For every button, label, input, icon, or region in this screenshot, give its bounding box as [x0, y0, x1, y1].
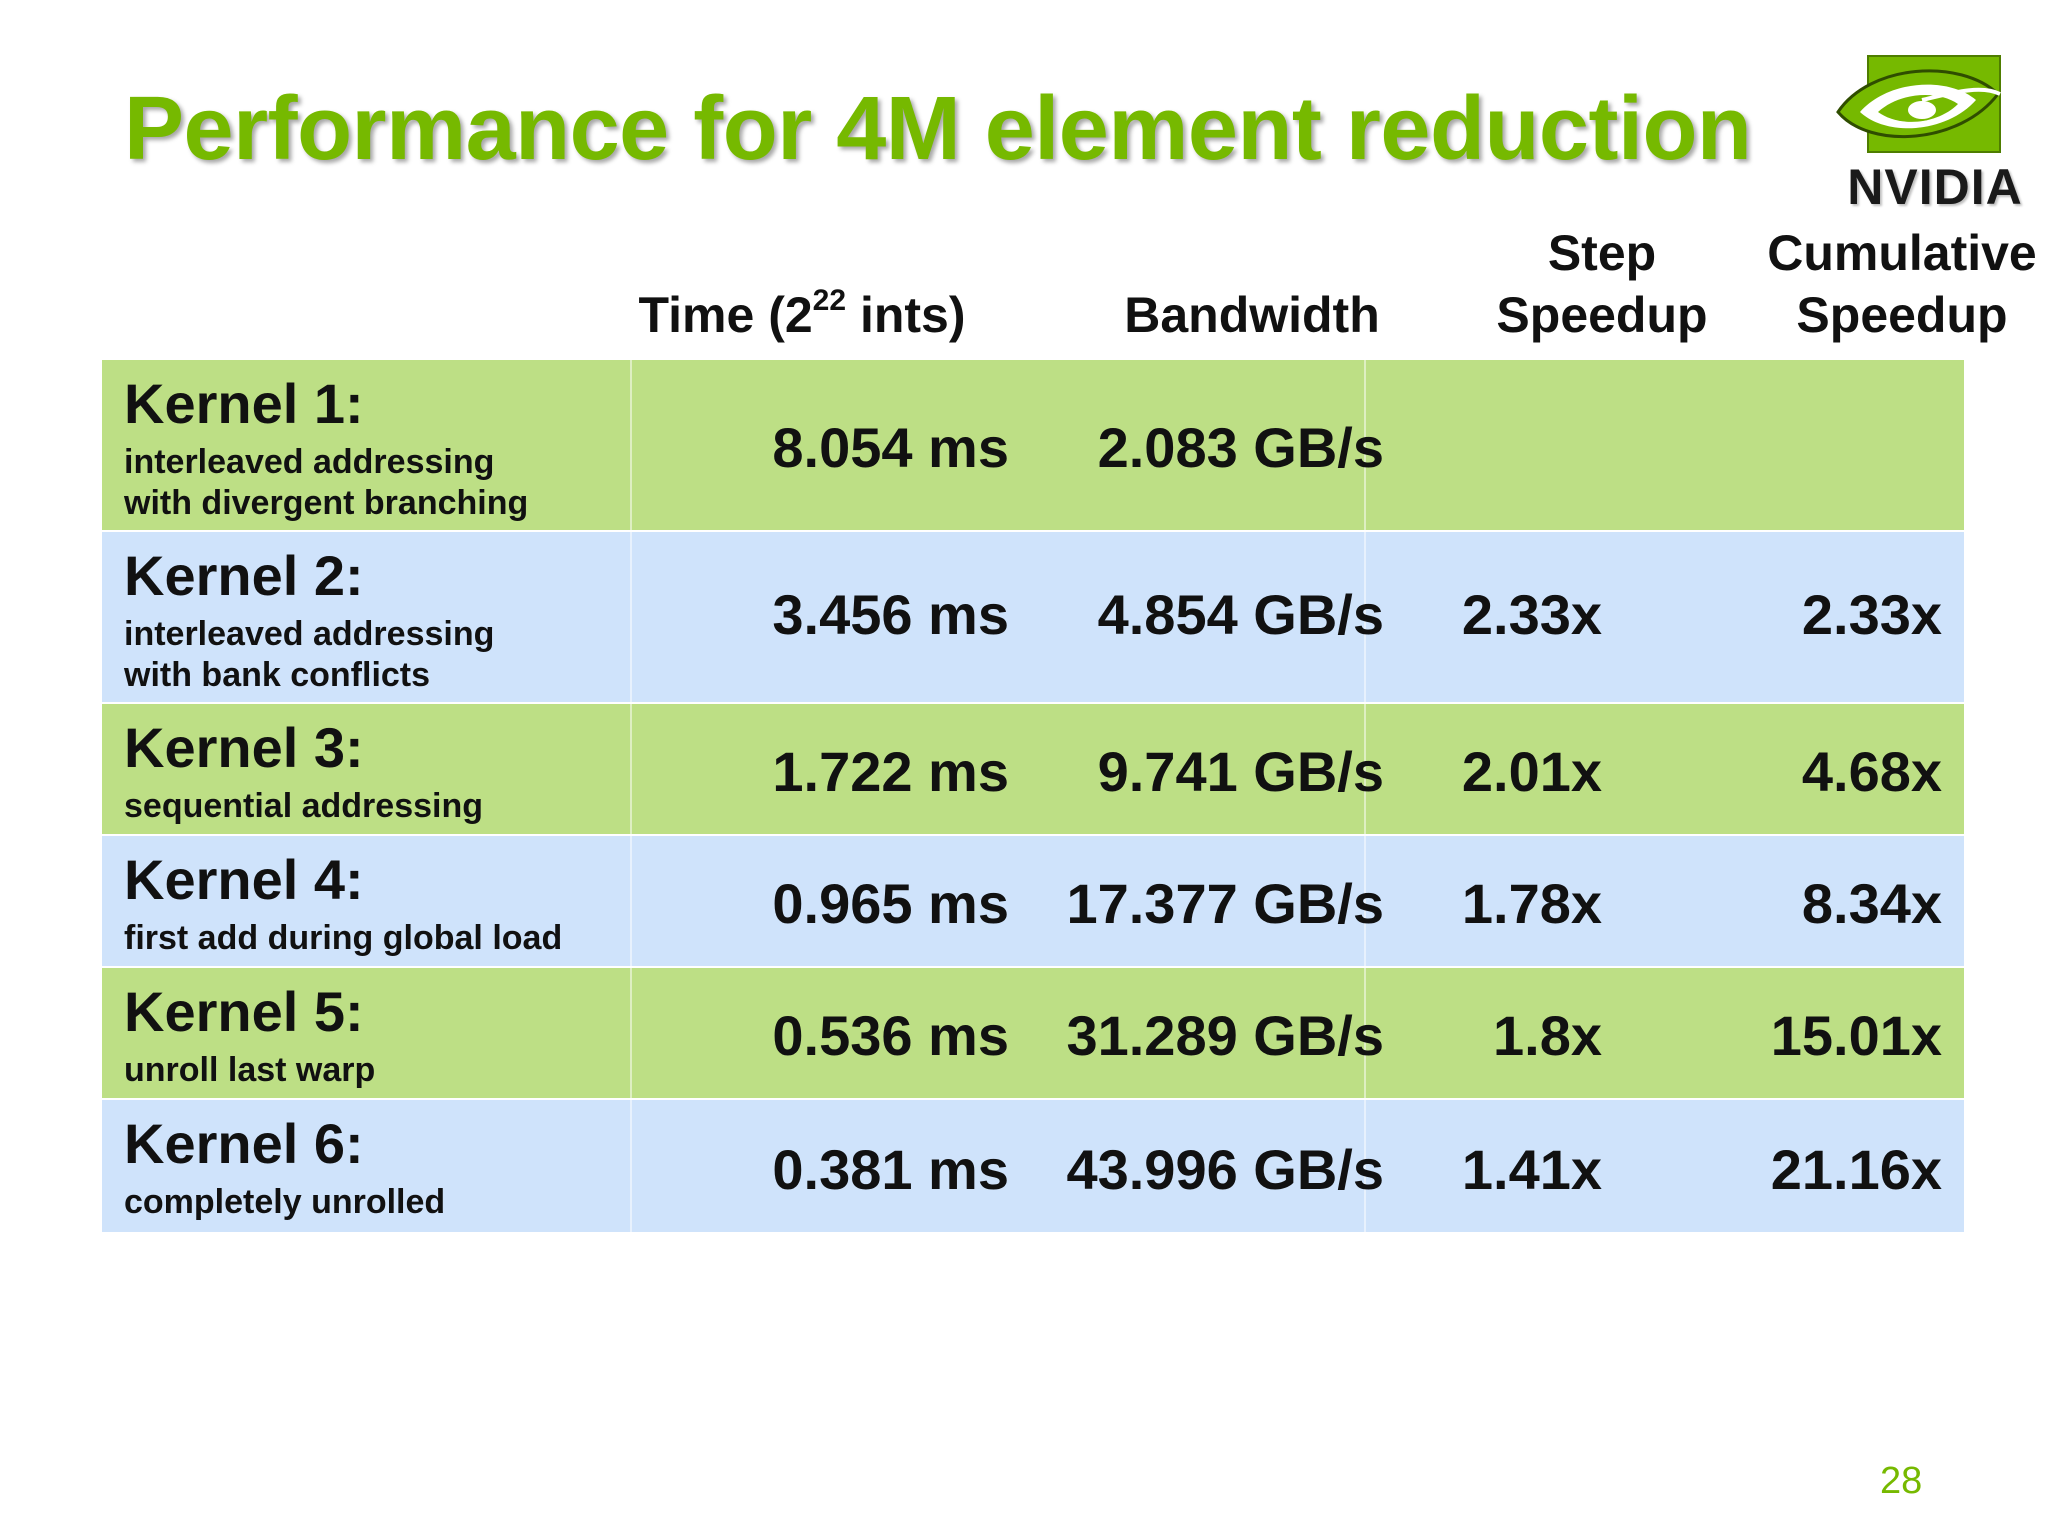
header-bandwidth: Bandwidth	[1124, 287, 1380, 343]
kernel-name: Kernel 6:	[124, 1112, 364, 1175]
kernel-cell: Kernel 3: sequential addressing	[102, 704, 632, 834]
page-number: 28	[1880, 1460, 1923, 1502]
cumulative-speedup-value: 21.16x	[1770, 1138, 1942, 1201]
table-row: Kernel 4: first add during global load 0…	[102, 834, 1964, 966]
slide-title: Performance for 4M element reduction	[124, 79, 1752, 179]
performance-table: Time (222 ints) Bandwidth Step Speedup Cu…	[102, 218, 2037, 1232]
column-divider	[1364, 704, 1366, 834]
table-row: Kernel 2: interleaved addressing with ban…	[102, 530, 1964, 702]
time-value: 0.965 ms	[772, 872, 1009, 935]
kernel-description: first add during global load	[124, 919, 563, 957]
step-speedup-value: 1.41x	[1461, 1138, 1602, 1201]
kernel-description: unroll last warp	[124, 1051, 376, 1089]
table-row: Kernel 3: sequential addressing 1.722 ms…	[102, 702, 1964, 834]
kernel-description: interleaved addressing with divergent bra…	[124, 443, 529, 522]
column-divider	[1364, 968, 1366, 1098]
step-speedup-value: 2.33x	[1461, 583, 1602, 646]
kernel-description: sequential addressing	[124, 787, 483, 825]
time-value: 0.381 ms	[772, 1138, 1009, 1201]
kernel-description: interleaved addressing with bank conflict…	[124, 615, 495, 694]
header-time: Time (222 ints)	[638, 284, 966, 343]
kernel-cell: Kernel 4: first add during global load	[102, 836, 632, 966]
table-row: Kernel 1: interleaved addressing with div…	[102, 358, 1964, 530]
step-speedup-value: 2.01x	[1461, 740, 1602, 803]
bandwidth-value: 17.377 GB/s	[1066, 872, 1384, 935]
step-speedup-value: 1.78x	[1461, 872, 1602, 935]
cumulative-speedup-value: 4.68x	[1801, 740, 1942, 803]
kernel-description: completely unrolled	[124, 1183, 446, 1221]
step-speedup-value: 1.8x	[1493, 1004, 1602, 1067]
kernel-cell: Kernel 5: unroll last warp	[102, 968, 632, 1098]
bandwidth-value: 9.741 GB/s	[1097, 740, 1384, 803]
column-divider	[1364, 836, 1366, 966]
column-divider	[1364, 360, 1366, 530]
column-divider	[1364, 532, 1366, 702]
nvidia-eye-icon	[1836, 55, 2001, 153]
time-value: 3.456 ms	[772, 583, 1009, 646]
kernel-name: Kernel 1:	[124, 372, 364, 435]
time-value: 8.054 ms	[772, 416, 1009, 479]
cumulative-speedup-value: 8.34x	[1801, 872, 1942, 935]
table-row: Kernel 5: unroll last warp 0.536 ms 31.2…	[102, 966, 1964, 1098]
table-header: Time (222 ints) Bandwidth Step Speedup Cu…	[102, 218, 2037, 358]
cumulative-speedup-value: 2.33x	[1801, 583, 1942, 646]
table-row: Kernel 6: completely unrolled 0.381 ms 4…	[102, 1098, 1964, 1232]
kernel-name: Kernel 5:	[124, 980, 364, 1043]
bandwidth-value: 43.996 GB/s	[1066, 1138, 1384, 1201]
column-divider	[1364, 1100, 1366, 1232]
kernel-cell: Kernel 1: interleaved addressing with div…	[102, 360, 632, 530]
time-value: 0.536 ms	[772, 1004, 1009, 1067]
bandwidth-value: 31.289 GB/s	[1066, 1004, 1384, 1067]
kernel-name: Kernel 2:	[124, 544, 364, 607]
kernel-name: Kernel 3:	[124, 716, 364, 779]
bandwidth-value: 4.854 GB/s	[1097, 583, 1384, 646]
time-value: 1.722 ms	[772, 740, 1009, 803]
nvidia-logo: NVIDIA	[1830, 54, 2040, 215]
kernel-cell: Kernel 6: completely unrolled	[102, 1100, 632, 1232]
bandwidth-value: 2.083 GB/s	[1097, 416, 1384, 479]
header-step-speedup: Step Speedup	[1496, 225, 1708, 343]
nvidia-wordmark: NVIDIA	[1847, 159, 2023, 215]
header-cumulative-speedup: Cumulative Speedup	[1767, 225, 2037, 343]
kernel-cell: Kernel 2: interleaved addressing with ban…	[102, 532, 632, 702]
kernel-name: Kernel 4:	[124, 848, 364, 911]
cumulative-speedup-value: 15.01x	[1770, 1004, 1942, 1067]
